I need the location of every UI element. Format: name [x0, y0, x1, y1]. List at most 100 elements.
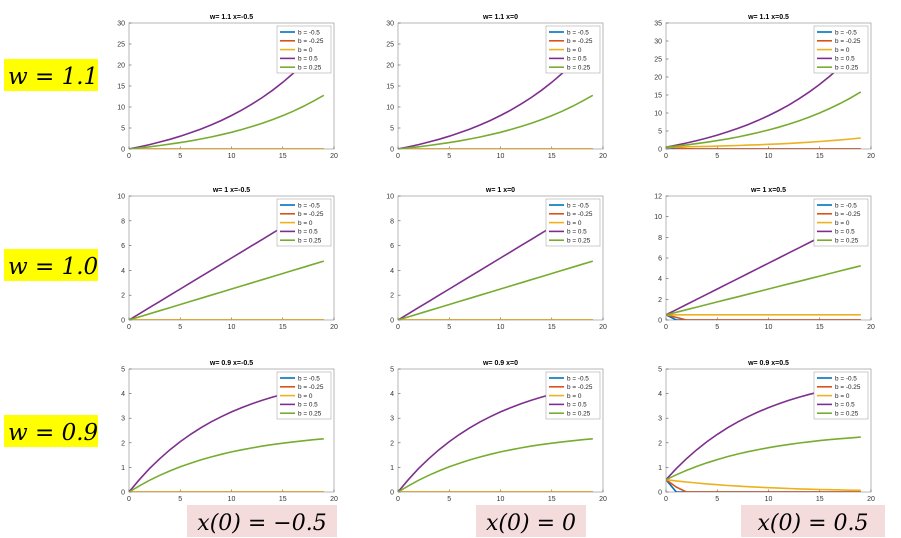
y-tick-label: 3 [658, 416, 662, 423]
x-tick-label: 15 [548, 496, 556, 503]
legend-label: b = 0 [298, 393, 313, 400]
legend-label: b = 0 [298, 220, 313, 227]
x-tick-label: 15 [279, 496, 287, 503]
row-label-highlight [4, 249, 98, 281]
y-tick-label: 20 [386, 63, 394, 70]
legend-label: b = -0.25 [298, 384, 324, 391]
x-tick-label: 0 [127, 153, 131, 160]
legend-label: b = 0.5 [567, 402, 587, 409]
legend-label: b = -0.25 [835, 211, 861, 218]
row-label-text: w = 0.9 [8, 420, 98, 446]
series-line--0.25 [666, 146, 861, 149]
legend: b = -0.5 b = -0.25 b = 0 b = 0.5 b = 0.25 [276, 198, 332, 247]
y-tick-label: 10 [117, 194, 125, 201]
legend-label: b = 0.25 [835, 238, 859, 245]
legend-label: b = 0.25 [567, 238, 591, 245]
column-label-2: x(0) = 0 [476, 505, 586, 537]
series-line-0.25 [129, 438, 324, 492]
legend: b = -0.5 b = -0.25 b = 0 b = 0.5 b = 0.25 [276, 371, 332, 420]
y-tick-label: 5 [121, 126, 125, 133]
x-tick-label: 10 [497, 496, 505, 503]
subplot-8: w= 0.9 x=0 0 5 10 15 20 0 1 2 3 4 5 b = -0.5 b = -0.2… [390, 360, 607, 503]
legend-label: b = -0.25 [567, 38, 593, 45]
y-tick-label: 0 [390, 318, 394, 325]
subplot-title: w= 1.1 x=-0.5 [209, 14, 253, 21]
legend-label: b = 0.25 [567, 411, 591, 418]
x-tick-label: 20 [599, 324, 607, 331]
y-tick-label: 6 [390, 243, 394, 250]
legend-label: b = 0.5 [567, 229, 587, 236]
series-line-0.25 [666, 91, 862, 148]
x-tick-label: 5 [715, 153, 719, 160]
x-tick-label: 0 [396, 324, 400, 331]
legend: b = -0.5 b = -0.25 b = 0 b = 0.5 b = 0.25 [276, 25, 332, 74]
subplot-title: w= 1.1 x=0 [482, 14, 518, 21]
series-line-0.25 [398, 260, 594, 320]
legend-label: b = 0.5 [298, 229, 318, 236]
x-tick-label: 20 [867, 324, 875, 331]
y-tick-label: 0 [390, 490, 394, 497]
y-tick-label: 30 [117, 21, 125, 28]
x-tick-label: 20 [867, 496, 875, 503]
subplot-title: w= 0.9 x=0.5 [747, 360, 789, 367]
y-tick-label: 15 [654, 93, 662, 100]
y-tick-label: 0 [390, 147, 394, 154]
x-tick-label: 5 [178, 324, 182, 331]
series-line-0 [666, 137, 861, 148]
y-tick-label: 0 [658, 490, 662, 497]
row-label-3: w = 0.9 [4, 415, 98, 447]
x-tick-label: 20 [330, 324, 338, 331]
x-tick-label: 5 [715, 496, 719, 503]
legend-label: b = 0.25 [567, 65, 591, 72]
x-tick-label: 15 [816, 324, 824, 331]
subplot-title: w= 1.1 x=0.5 [747, 14, 789, 21]
y-tick-label: 0 [658, 318, 662, 325]
legend-label: b = 0.5 [835, 56, 855, 63]
legend-label: b = 0 [835, 393, 850, 400]
legend-label: b = -0.5 [835, 375, 857, 382]
legend-label: b = 0 [298, 47, 313, 54]
x-tick-label: 10 [765, 324, 773, 331]
x-tick-label: 20 [599, 153, 607, 160]
y-tick-label: 20 [654, 75, 662, 82]
legend-label: b = 0 [835, 220, 850, 227]
x-tick-label: 20 [330, 153, 338, 160]
x-tick-label: 15 [279, 324, 287, 331]
row-label-highlight [4, 415, 98, 447]
y-tick-label: 10 [386, 194, 394, 201]
column-label-1: x(0) = −0.5 [187, 505, 337, 537]
x-tick-label: 5 [447, 153, 451, 160]
y-tick-label: 2 [121, 293, 125, 300]
legend-label: b = -0.25 [835, 384, 861, 391]
y-tick-label: 30 [386, 21, 394, 28]
x-tick-label: 0 [396, 153, 400, 160]
x-tick-label: 10 [765, 496, 773, 503]
x-tick-label: 0 [664, 496, 668, 503]
y-tick-label: 8 [658, 235, 662, 242]
legend-label: b = 0.5 [298, 56, 318, 63]
legend-label: b = 0.5 [567, 56, 587, 63]
y-tick-label: 8 [390, 218, 394, 225]
x-tick-label: 0 [127, 324, 131, 331]
x-tick-label: 20 [599, 496, 607, 503]
x-tick-label: 10 [228, 496, 236, 503]
y-tick-label: 4 [121, 391, 125, 398]
legend-label: b = 0.5 [835, 402, 855, 409]
legend-label: b = -0.25 [835, 38, 861, 45]
legend: b = -0.5 b = -0.25 b = 0 b = 0.5 b = 0.25 [545, 371, 601, 420]
y-tick-label: 4 [390, 391, 394, 398]
y-tick-label: 3 [390, 416, 394, 423]
legend-label: b = 0 [567, 393, 582, 400]
column-label-text: x(0) = 0.5 [758, 511, 869, 536]
y-tick-label: 35 [654, 21, 662, 28]
y-tick-label: 0 [121, 147, 125, 154]
x-tick-label: 10 [765, 153, 773, 160]
legend-label: b = -0.5 [835, 202, 857, 209]
row-label-2: w = 1.0 [4, 249, 98, 281]
legend-label: b = -0.5 [298, 29, 320, 36]
column-label-text: x(0) = 0 [486, 511, 576, 536]
subplot-5: w= 1 x=0 0 5 10 15 20 0 2 4 6 8 10 b = -0.5 b = -0.25… [386, 187, 607, 331]
